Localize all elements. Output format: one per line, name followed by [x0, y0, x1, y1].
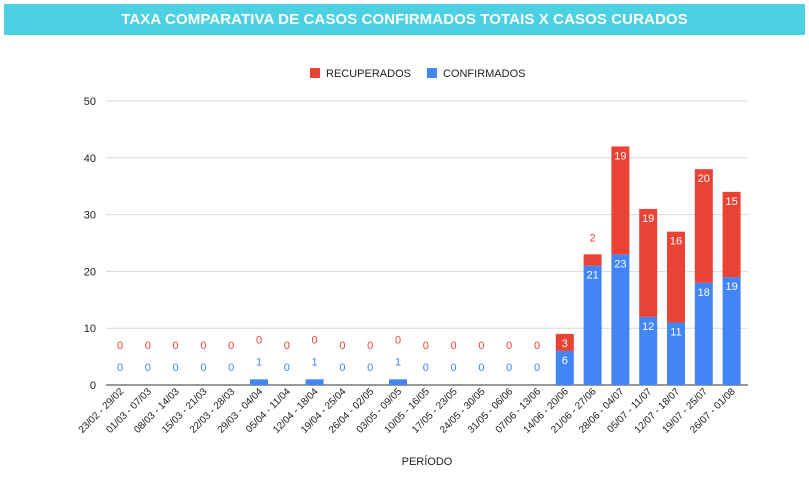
chart-title: TAXA COMPARATIVA DE CASOS CONFIRMADOS TO…	[121, 11, 688, 28]
data-label-recuperados: 0	[478, 340, 484, 352]
data-label-confirmados: 0	[284, 362, 290, 374]
bar-recuperados	[639, 208, 658, 317]
chart-title-bar: TAXA COMPARATIVA DE CASOS CONFIRMADOS TO…	[4, 4, 805, 35]
data-label-recuperados: 0	[312, 334, 318, 346]
bar-confirmados	[639, 316, 658, 385]
y-tick-label: 50	[84, 96, 96, 108]
data-label-confirmados: 0	[339, 362, 345, 374]
bar-recuperados	[722, 191, 741, 278]
data-label-confirmados: 23	[614, 258, 626, 270]
bar-recuperados	[667, 231, 685, 323]
x-axis-title: PERÍODO	[402, 455, 453, 468]
legend-label: CONFIRMADOS	[443, 68, 526, 80]
data-label-recuperados: 0	[423, 340, 429, 352]
data-label-confirmados: 12	[642, 321, 654, 333]
data-label-recuperados: 0	[534, 340, 540, 352]
data-label-recuperados: 0	[284, 340, 290, 352]
data-label-recuperados: 0	[256, 334, 262, 346]
data-label-recuperados: 0	[395, 334, 401, 346]
data-label-confirmados: 1	[256, 356, 262, 368]
data-label-recuperados: 0	[145, 340, 151, 352]
data-label-recuperados: 19	[642, 213, 654, 225]
bar-confirmados	[250, 379, 268, 385]
y-tick-label: 10	[84, 323, 96, 335]
data-label-confirmados: 0	[228, 362, 234, 374]
data-label-recuperados: 3	[562, 338, 568, 350]
legend-swatch	[310, 68, 320, 78]
data-label-confirmados: 0	[534, 362, 540, 374]
data-label-recuperados: 0	[228, 340, 234, 352]
data-label-recuperados: 0	[367, 340, 373, 352]
bar-confirmados	[667, 322, 685, 385]
data-label-confirmados: 1	[395, 356, 401, 368]
data-label-confirmados: 1	[312, 356, 318, 368]
y-tick-label: 30	[84, 210, 96, 222]
data-label-confirmados: 0	[145, 362, 151, 374]
bar-recuperados	[611, 146, 630, 255]
data-label-confirmados: 0	[506, 362, 512, 374]
bar-recuperados	[583, 254, 602, 266]
bar-confirmados	[611, 254, 630, 385]
data-label-confirmados: 19	[725, 281, 737, 293]
data-label-recuperados: 20	[698, 173, 710, 185]
data-label-confirmados: 0	[173, 362, 179, 374]
bar-confirmados	[389, 379, 407, 385]
data-label-recuperados: 0	[117, 340, 123, 352]
data-label-recuperados: 0	[451, 340, 457, 352]
bar-confirmados	[583, 265, 602, 385]
data-label-recuperados: 16	[670, 236, 682, 248]
data-label-confirmados: 0	[367, 362, 373, 374]
data-label-confirmados: 0	[117, 362, 123, 374]
y-tick-label: 40	[84, 153, 96, 165]
legend-label: RECUPERADOS	[326, 68, 411, 80]
bar-recuperados	[555, 333, 574, 351]
data-label-recuperados: 0	[200, 340, 206, 352]
data-label-recuperados: 0	[506, 340, 512, 352]
bar-confirmados	[722, 277, 741, 385]
data-label-confirmados: 0	[200, 362, 206, 374]
data-label-confirmados: 11	[670, 327, 681, 339]
data-label-recuperados: 19	[614, 150, 626, 162]
data-label-recuperados: 15	[725, 196, 737, 208]
bar-confirmados	[694, 282, 713, 385]
data-label-recuperados: 2	[590, 232, 596, 244]
data-label-confirmados: 0	[478, 362, 484, 374]
bar-recuperados	[694, 169, 713, 283]
legend-swatch	[426, 68, 437, 78]
data-label-confirmados: 6	[562, 355, 568, 367]
y-tick-label: 20	[84, 266, 96, 278]
bar-confirmados	[555, 350, 574, 385]
data-label-recuperados: 0	[339, 340, 345, 352]
y-tick-label: 0	[90, 380, 96, 392]
data-label-confirmados: 0	[451, 362, 457, 374]
data-label-confirmados: 21	[586, 270, 598, 282]
data-label-confirmados: 0	[423, 362, 429, 374]
bar-confirmados	[305, 379, 324, 385]
data-label-confirmados: 18	[698, 287, 710, 299]
data-label-recuperados: 0	[173, 340, 179, 352]
